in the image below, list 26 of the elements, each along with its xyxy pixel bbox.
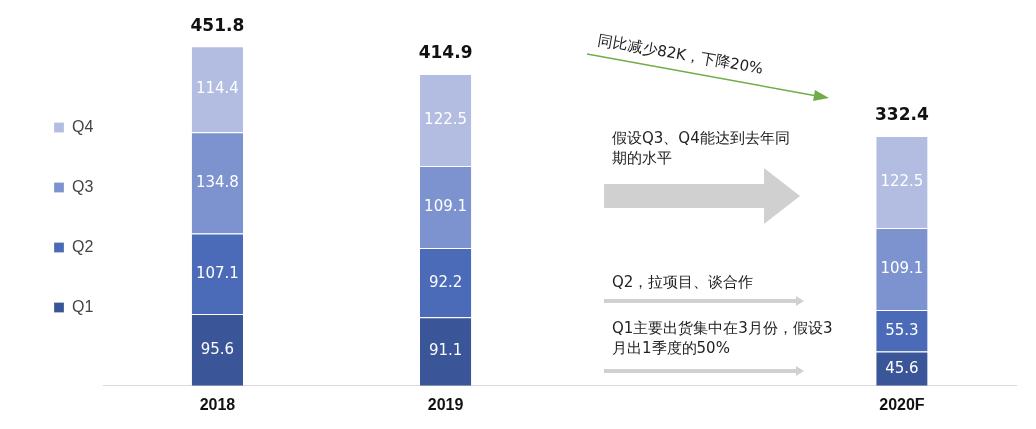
legend-label: Q4 — [72, 117, 94, 135]
legend-label: Q1 — [72, 297, 94, 315]
legend-label: Q2 — [72, 237, 94, 255]
data-label: 122.5 — [880, 171, 924, 190]
data-label: 107.1 — [195, 263, 239, 282]
total-label: 451.8 — [190, 14, 245, 35]
legend-label: Q3 — [72, 177, 94, 195]
annotation: Q2，拉项目、谈合作 — [612, 272, 755, 292]
x-tick-label: 2019 — [427, 395, 464, 413]
data-label: 45.6 — [885, 358, 919, 377]
data-label: 92.2 — [428, 272, 463, 291]
x-tick-label: 2020F — [879, 395, 925, 413]
total-label: 414.9 — [418, 42, 473, 63]
annotation: 同比减少82K，下降20% — [596, 30, 766, 80]
annotation: 假设Q3、Q4能达到去年同期的水平 — [612, 128, 791, 168]
total-label: 332.4 — [875, 104, 929, 125]
x-tick-label: 2018 — [199, 395, 236, 413]
data-label: 134.8 — [195, 172, 239, 191]
data-label: 114.4 — [195, 79, 239, 98]
data-label: 95.6 — [200, 339, 235, 358]
data-label: 91.1 — [428, 341, 463, 360]
data-label: 122.5 — [424, 109, 468, 128]
annotation: Q1主要出货集中在3月份，假设3月出1季度的50% — [612, 318, 834, 358]
data-label: 55.3 — [885, 320, 919, 339]
data-label: 109.1 — [424, 196, 468, 215]
data-label: 109.1 — [880, 258, 924, 277]
